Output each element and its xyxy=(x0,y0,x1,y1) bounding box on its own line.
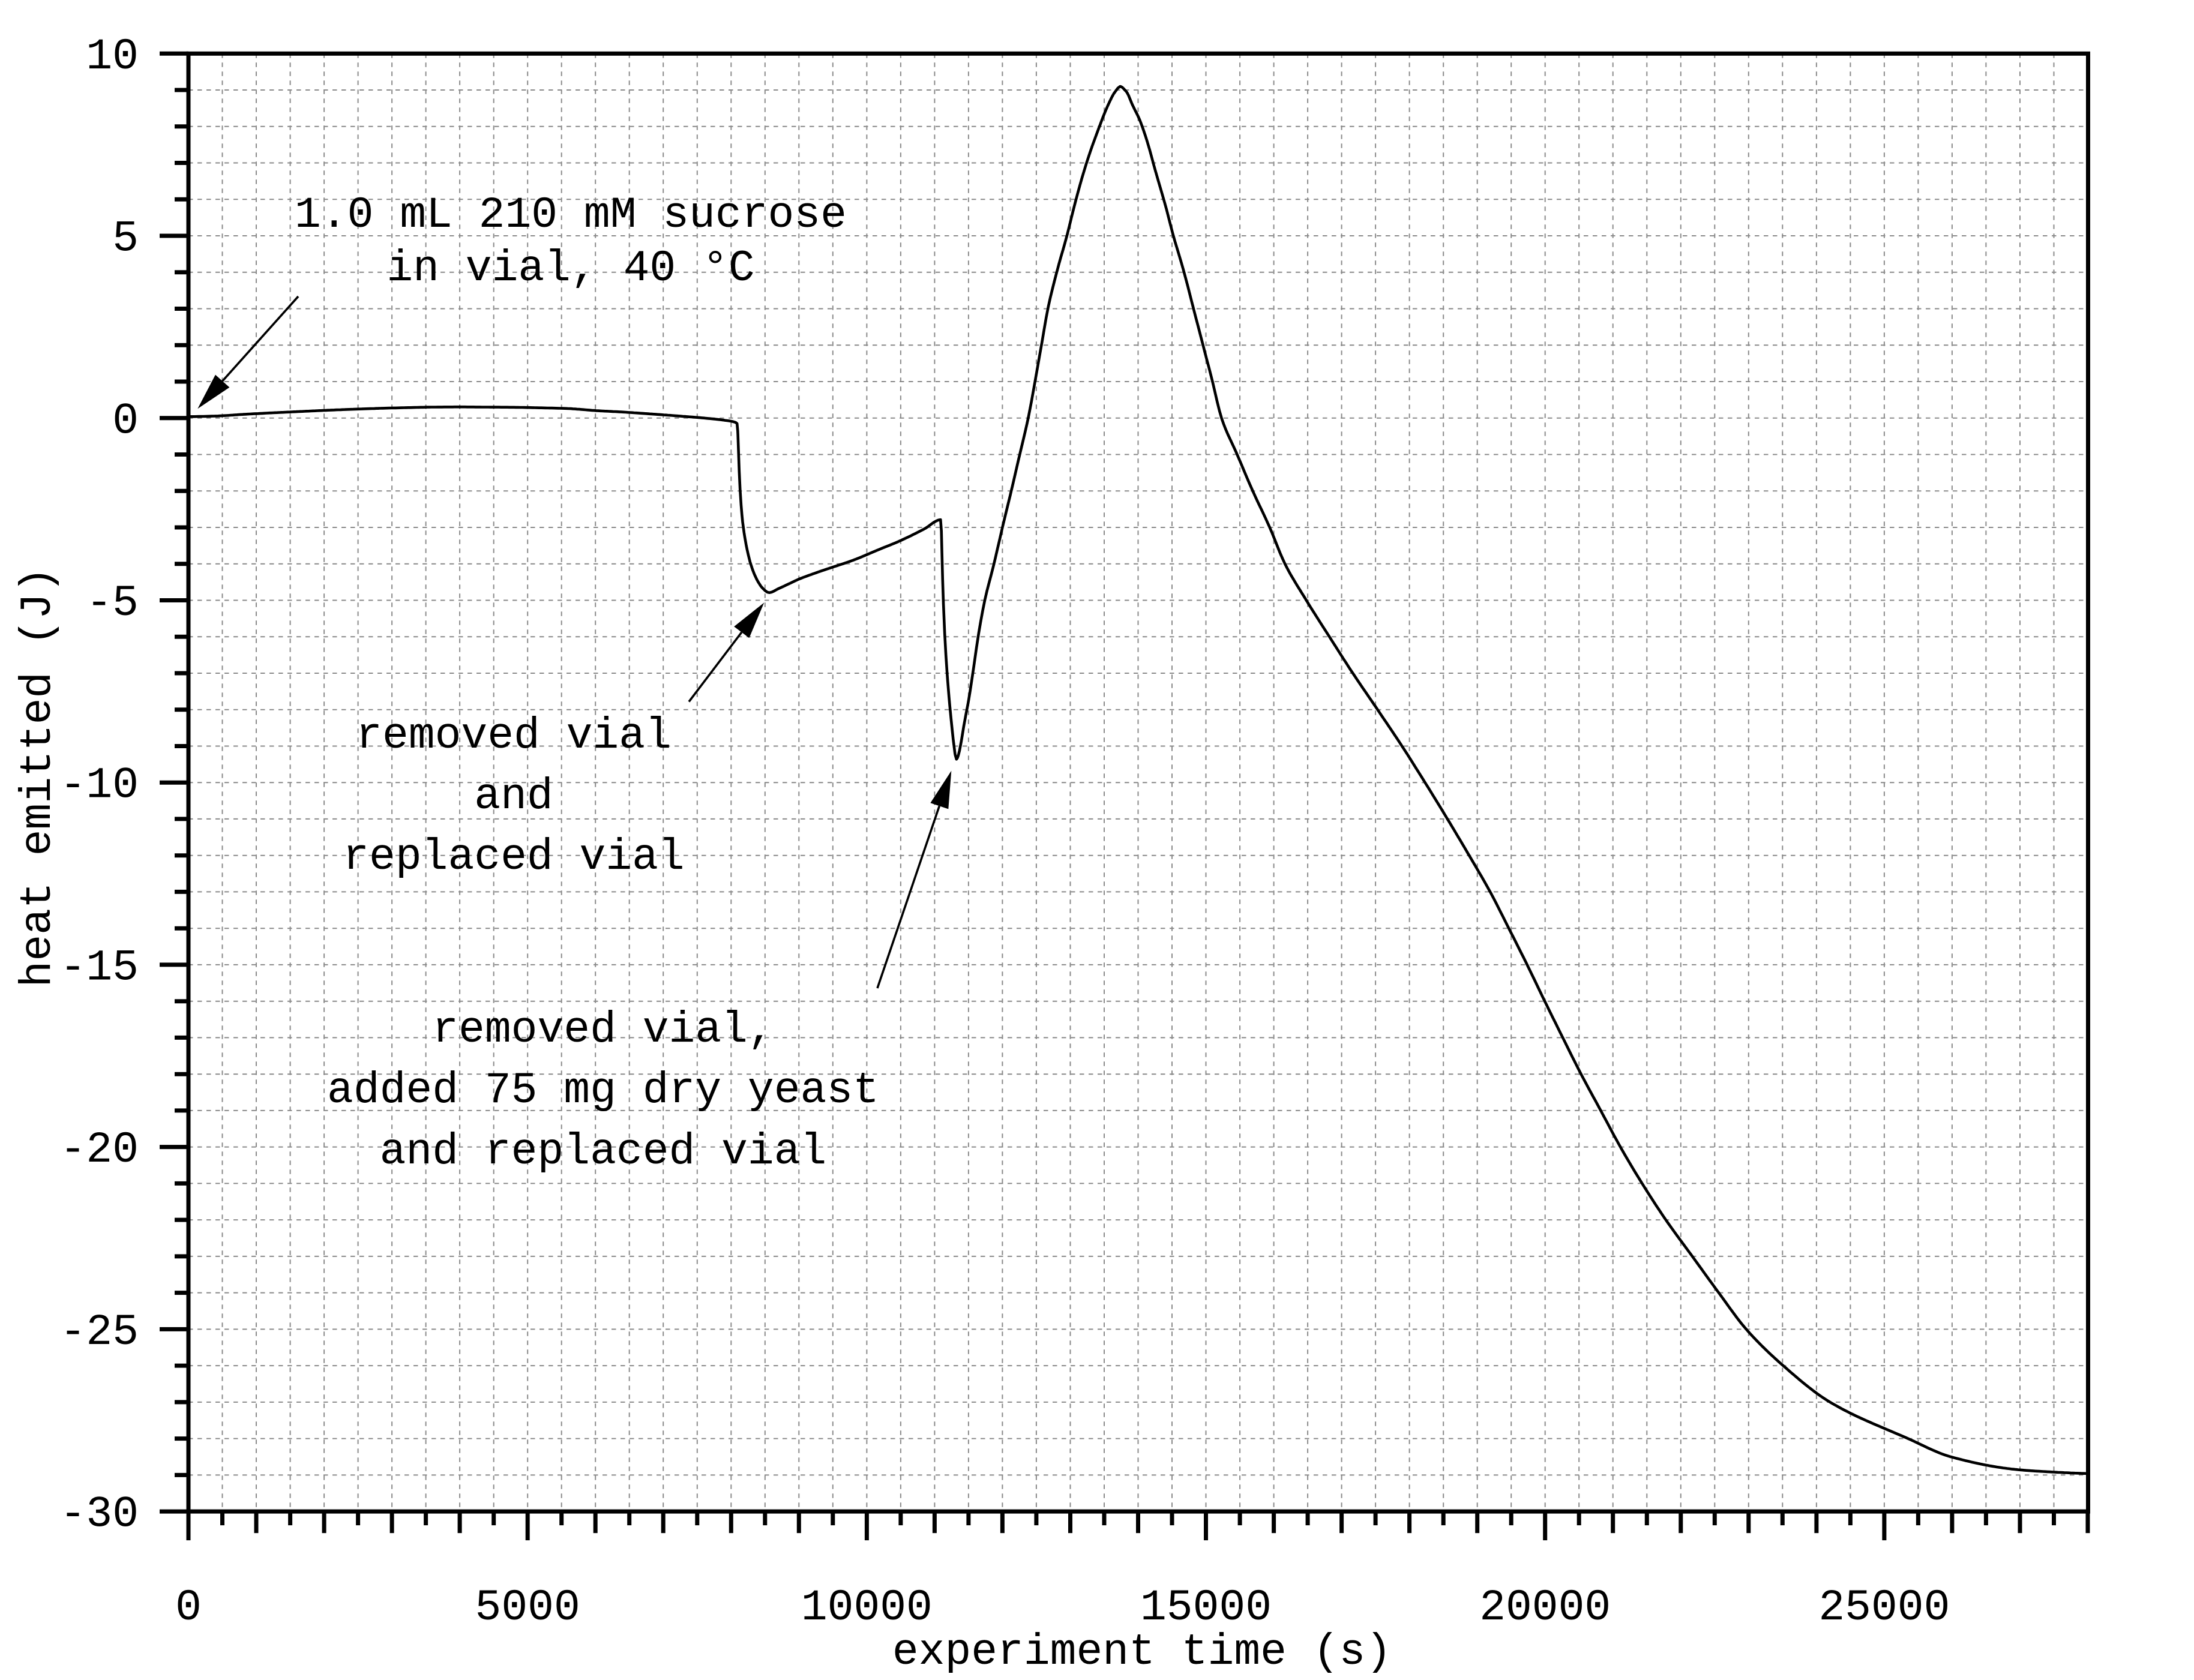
svg-text:experiment time (s): experiment time (s) xyxy=(892,1627,1392,1677)
svg-text:25000: 25000 xyxy=(1818,1583,1950,1633)
svg-text:added 75 mg dry yeast: added 75 mg dry yeast xyxy=(327,1066,879,1115)
svg-text:15000: 15000 xyxy=(1140,1583,1272,1633)
svg-text:-25: -25 xyxy=(60,1307,139,1357)
svg-text:in vial, 40 °C: in vial, 40 °C xyxy=(386,244,754,293)
svg-text:replaced vial: replaced vial xyxy=(343,832,685,882)
svg-text:and replaced vial: and replaced vial xyxy=(380,1127,827,1177)
svg-text:and: and xyxy=(474,772,553,821)
svg-text:10: 10 xyxy=(86,32,139,82)
svg-text:-30: -30 xyxy=(60,1490,139,1540)
svg-text:5: 5 xyxy=(112,214,139,264)
svg-text:-15: -15 xyxy=(60,943,139,992)
svg-text:5000: 5000 xyxy=(475,1583,580,1633)
svg-text:0: 0 xyxy=(112,396,139,446)
svg-text:1.0 mL 210 mM sucrose: 1.0 mL 210 mM sucrose xyxy=(295,190,847,240)
svg-text:removed vial,: removed vial, xyxy=(432,1005,774,1055)
svg-text:-20: -20 xyxy=(60,1125,139,1175)
svg-text:removed vial: removed vial xyxy=(356,711,672,761)
svg-text:-10: -10 xyxy=(60,761,139,811)
svg-text:heat emitted (J): heat emitted (J) xyxy=(13,567,63,988)
svg-text:-5: -5 xyxy=(86,578,139,628)
svg-text:20000: 20000 xyxy=(1479,1583,1611,1633)
svg-text:10000: 10000 xyxy=(801,1583,933,1633)
svg-text:0: 0 xyxy=(175,1583,202,1633)
